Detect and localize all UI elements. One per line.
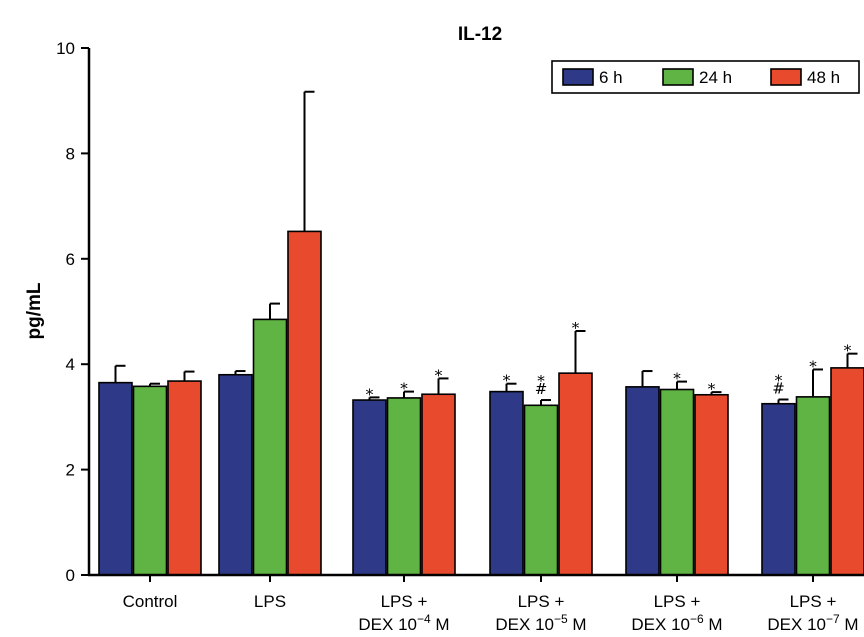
significance-mark: * (366, 385, 374, 403)
x-tick-label: LPS + (381, 592, 428, 611)
y-tick-label: 6 (66, 250, 75, 269)
significance-mark: * (537, 372, 545, 390)
legend-label: 24 h (699, 68, 732, 87)
significance-mark: * (708, 380, 716, 398)
bar (625, 386, 660, 576)
bar (558, 372, 593, 576)
y-tick-label: 0 (66, 566, 75, 585)
bar (795, 396, 831, 576)
y-tick-label: 8 (66, 144, 75, 163)
chart-title: IL-12 (458, 24, 502, 45)
x-tick-label: LPS + (790, 592, 837, 611)
bar (167, 380, 202, 576)
x-tick-label: LPS + (654, 592, 701, 611)
bar (132, 385, 168, 576)
x-tick-label-line2: DEX 10−4 M (358, 612, 449, 634)
hash-mark: # (772, 380, 785, 398)
bar (489, 390, 524, 576)
significance-mark: * (809, 357, 817, 375)
significance-mark: * (844, 342, 852, 360)
x-tick-label-line2: DEX 10−5 M (495, 612, 586, 634)
legend-swatch (562, 68, 594, 86)
y-tick-label: 2 (66, 461, 75, 480)
legend: 6 h 24 h 48 h (551, 60, 860, 94)
significance-mark: * (400, 380, 408, 398)
legend-box (551, 60, 860, 94)
significance-mark: * (572, 319, 580, 337)
y-axis-label: pg/mL (24, 282, 45, 339)
y-tick-label: 10 (56, 39, 75, 58)
bar (830, 367, 864, 576)
significance-mark: * (775, 372, 783, 390)
x-tick-label-line2: DEX 10−6 M (631, 612, 722, 634)
bar (523, 404, 559, 576)
significance-mark: * (435, 366, 443, 384)
legend-swatch (770, 68, 802, 86)
x-tick-label: LPS (254, 592, 286, 611)
bar (694, 393, 729, 576)
error-bars-layer: ** #** #* ****** (114, 90, 858, 406)
bar (98, 381, 133, 576)
bar (252, 318, 288, 576)
hash-mark: # (535, 380, 548, 398)
x-tick-label: LPS + (518, 592, 565, 611)
legend-label: 6 h (599, 68, 623, 87)
bar (421, 393, 456, 576)
bar (386, 397, 422, 576)
significance-mark: * (503, 372, 511, 390)
significance-mark: * (673, 370, 681, 388)
x-tick-label-line2: DEX 10−7 M (767, 612, 858, 634)
y-tick-label: 4 (66, 355, 75, 374)
legend-label: 48 h (807, 68, 840, 87)
bars-layer (98, 230, 864, 576)
bar (287, 230, 322, 576)
x-tick-label: Control (123, 592, 178, 611)
bar (352, 399, 387, 576)
bar (218, 373, 253, 576)
bar (761, 402, 796, 576)
legend-swatch (662, 68, 694, 86)
bar (659, 388, 695, 576)
